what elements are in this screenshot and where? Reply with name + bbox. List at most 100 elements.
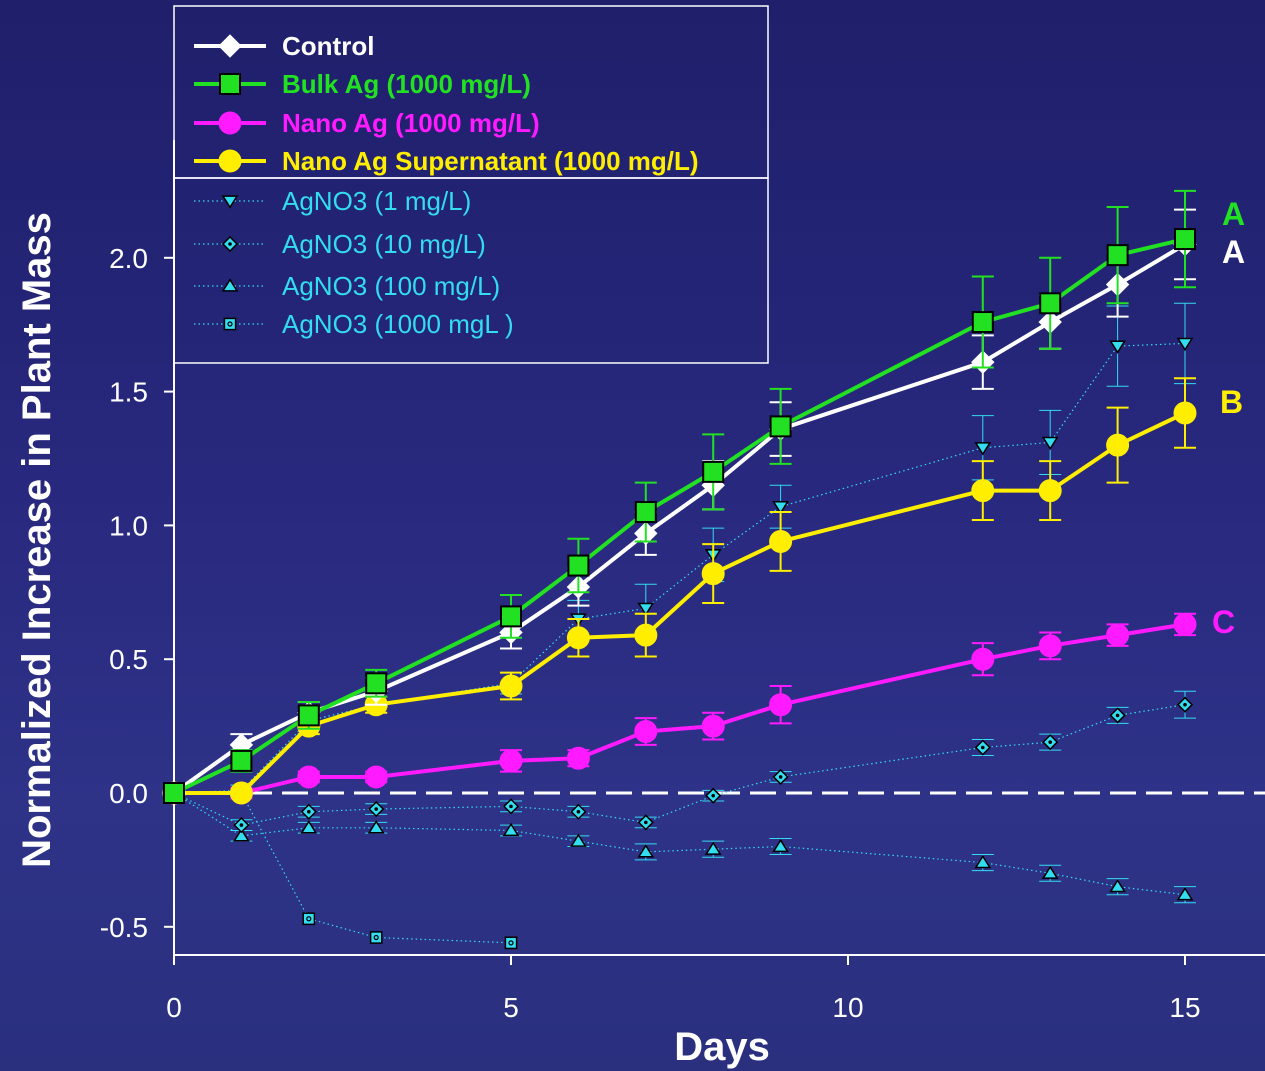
data-point-center: [508, 940, 514, 946]
legend-label: AgNO3 (100 mg/L): [282, 271, 500, 301]
data-point: [230, 749, 253, 772]
end-label: C: [1212, 604, 1235, 640]
data-point: [1109, 878, 1126, 893]
data-point: [971, 647, 995, 671]
data-point-center: [576, 809, 581, 814]
data-point-center: [981, 745, 985, 750]
data-point: [300, 820, 318, 834]
data-point: [218, 111, 242, 135]
data-point-center: [239, 823, 244, 827]
data-point: [971, 311, 994, 334]
data-point: [772, 838, 789, 853]
data-point: [499, 749, 523, 773]
y-tick-label: 1.5: [109, 377, 148, 408]
y-tick-label: 0.5: [109, 644, 148, 675]
data-point: [1106, 623, 1130, 647]
series-line: [173, 342, 1186, 794]
series-agno3-1000-mgl-: [167, 786, 518, 950]
data-point: [637, 844, 655, 858]
data-point-center: [373, 934, 379, 941]
data-point: [769, 415, 792, 438]
data-point: [634, 719, 658, 743]
legend-label: Nano Ag Supernatant (1000 mg/L): [282, 146, 699, 176]
data-point: [1039, 292, 1062, 315]
series-line: [173, 792, 1186, 896]
data-point: [219, 73, 241, 95]
data-point: [701, 562, 725, 586]
data-point-center: [509, 804, 513, 809]
data-point: [566, 746, 590, 770]
data-point: [701, 714, 725, 738]
data-point: [1106, 433, 1130, 457]
y-tick-label: 0.0: [109, 778, 148, 809]
data-point: [1038, 634, 1062, 658]
x-axis-title: Days: [674, 1025, 770, 1069]
data-point: [297, 704, 320, 727]
end-label: A: [1222, 196, 1245, 232]
data-point-center: [306, 916, 312, 922]
end-label: B: [1220, 384, 1243, 420]
legend-item: AgNO3 (1000 mgL ): [194, 309, 514, 339]
legend-item: Control: [194, 31, 374, 61]
data-point: [218, 34, 242, 58]
y-tick-label: 2.0: [109, 243, 148, 274]
data-point: [369, 931, 383, 944]
legend-label: AgNO3 (1 mg/L): [282, 186, 471, 216]
data-point: [772, 501, 789, 515]
data-point: [769, 529, 793, 553]
series-nano-ag-1000-mg-l-: [162, 612, 1197, 805]
data-point: [500, 605, 522, 628]
y-tick-label: -0.5: [100, 912, 148, 943]
data-point-center: [711, 793, 715, 798]
data-point: [634, 501, 657, 524]
plot-area: AA B C: [162, 189, 1265, 950]
legend-label: AgNO3 (10 mg/L): [282, 229, 486, 259]
data-point: [499, 674, 523, 698]
data-point: [229, 781, 253, 805]
legend-item: AgNO3 (10 mg/L): [194, 229, 486, 259]
series-agno3-100-mg-l-: [165, 785, 1196, 904]
data-point: [1176, 886, 1194, 901]
data-point: [1176, 337, 1194, 352]
data-point-center: [1048, 740, 1052, 744]
data-point: [297, 765, 321, 789]
y-tick-label: 1.0: [109, 510, 148, 541]
axes: -0.5 0.0 0.5 1.0 1.5 2.0 0 5 10 15: [100, 140, 1265, 1023]
data-point: [702, 460, 725, 483]
legend-item: AgNO3 (100 mg/L): [194, 271, 500, 301]
x-tick-label: 10: [832, 992, 863, 1023]
data-point: [367, 820, 385, 834]
data-point: [769, 693, 793, 717]
legend-item: AgNO3 (1 mg/L): [194, 186, 471, 216]
data-point: [634, 623, 658, 647]
series-line: [174, 792, 512, 944]
data-point: [223, 317, 237, 331]
data-point: [974, 854, 992, 869]
data-point: [221, 278, 239, 292]
legend-item: Nano Ag Supernatant (1000 mg/L): [194, 146, 699, 176]
data-point: [567, 554, 590, 577]
series-bulk-ag-1000-mg-l-: [163, 189, 1196, 804]
data-point: [218, 149, 242, 173]
data-point-center: [1183, 702, 1187, 707]
data-point: [1041, 436, 1059, 451]
data-point-center: [374, 807, 379, 811]
legend: Control Bulk Ag (1000 mg/L) Nano Ag (1000 …: [194, 31, 699, 339]
series-nano-ag-supernatant-1000-mg-l-: [162, 377, 1197, 805]
data-point: [566, 626, 590, 650]
series-agno3-10-mg-l-: [165, 690, 1196, 834]
legend-item: Bulk Ag (1000 mg/L): [194, 69, 531, 99]
data-point: [1174, 228, 1196, 251]
legend-label: Nano Ag (1000 mg/L): [282, 108, 540, 138]
data-point: [637, 602, 655, 617]
data-point-center: [227, 321, 233, 327]
data-point: [1041, 865, 1059, 879]
data-point: [704, 841, 722, 855]
data-point-center: [1115, 713, 1120, 718]
legend-label: AgNO3 (1000 mgL ): [282, 309, 514, 339]
legend-item: Nano Ag (1000 mg/L): [194, 108, 540, 138]
data-point: [971, 479, 995, 503]
data-point: [365, 672, 388, 695]
data-point-center: [228, 242, 232, 246]
data-point: [233, 828, 250, 842]
